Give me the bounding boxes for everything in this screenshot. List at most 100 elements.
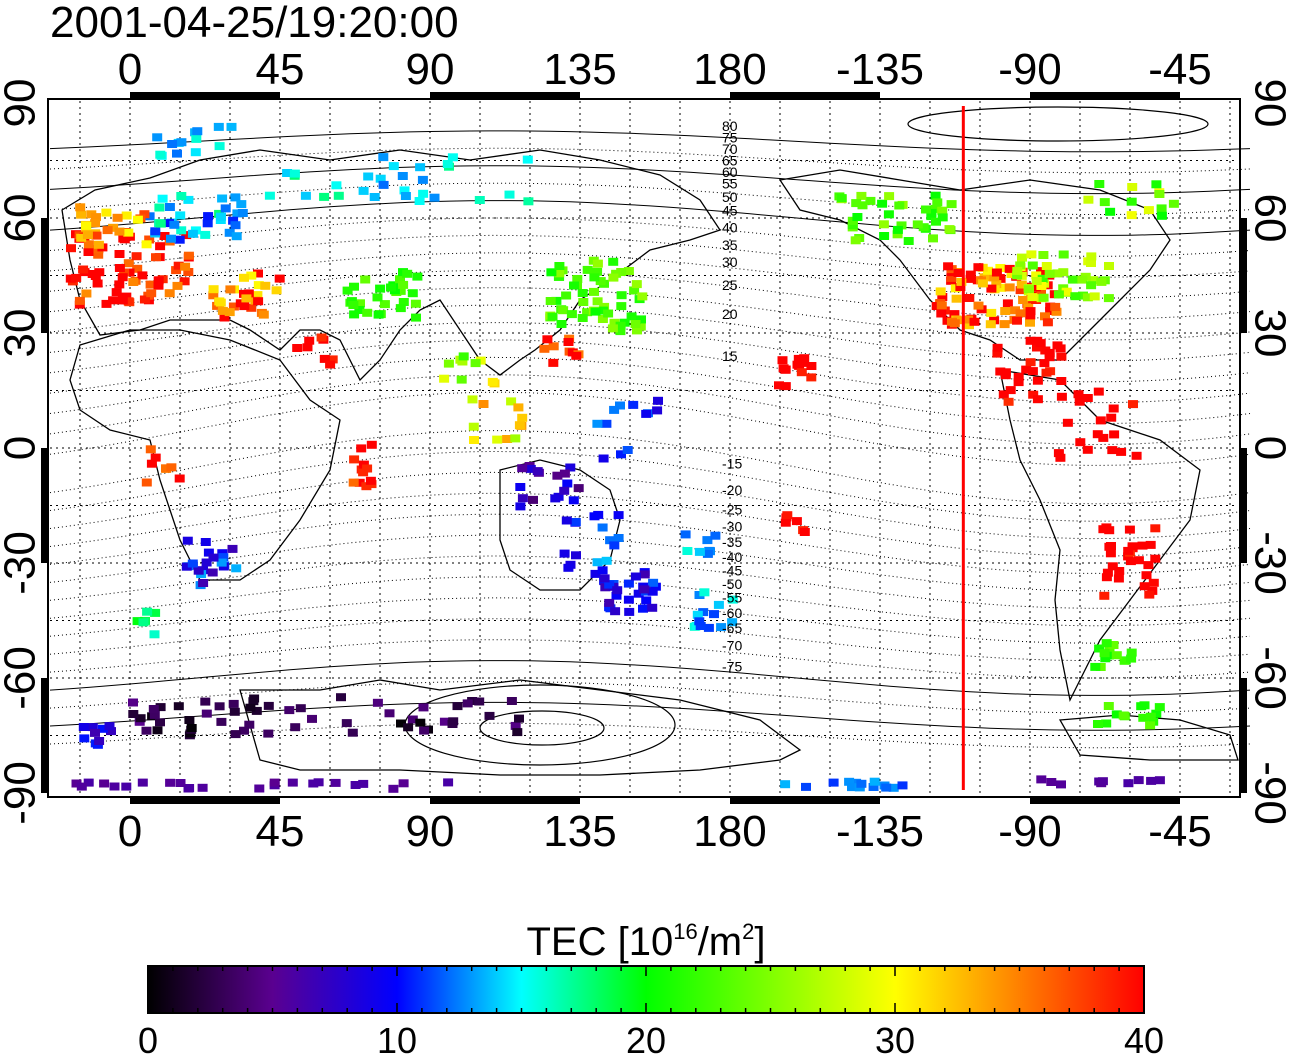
tec-cell [141, 478, 152, 487]
tec-cell [469, 436, 479, 444]
tec-cell [284, 706, 295, 715]
tec-cell [388, 162, 399, 171]
tec-cell [373, 310, 384, 319]
tec-cell [341, 719, 352, 728]
tec-cell [226, 122, 237, 131]
tec-cell [918, 223, 929, 232]
tec-cell [1070, 292, 1081, 301]
tec-cell [71, 779, 82, 788]
top-lon-tick-label: 0 [118, 45, 142, 94]
tec-cell [1056, 352, 1067, 361]
tec-cell [418, 703, 429, 712]
tec-cell [292, 344, 303, 352]
left-lat-tick-label: 90 [0, 79, 45, 128]
tec-cell [1015, 309, 1026, 318]
tec-cell [1094, 644, 1105, 653]
tec-cell [230, 730, 241, 739]
left-latitude-ticks: 90 60 30 0 -30 -60 -90 [0, 79, 45, 825]
contour-label: -35 [722, 534, 742, 550]
tec-cell [609, 318, 620, 327]
tec-cell [1041, 368, 1052, 377]
tec-cell [181, 562, 192, 571]
tec-cell [349, 282, 359, 291]
tec-cell [548, 342, 559, 351]
tec-cell [171, 266, 182, 275]
tec-cell [207, 568, 218, 577]
geomag-contour [49, 639, 1251, 679]
tec-cell [522, 155, 533, 164]
tec-cell [964, 294, 975, 302]
tec-cell [1073, 390, 1084, 399]
tec-cell [1025, 318, 1035, 327]
contour-label: 20 [722, 306, 738, 322]
tec-cell [128, 278, 139, 286]
tec-cell [1103, 294, 1114, 303]
tec-cell [201, 709, 212, 718]
tec-cell [1056, 392, 1067, 401]
colorbar-tick-label: 40 [1124, 1020, 1164, 1057]
tec-cell [183, 251, 194, 260]
tec-cell [181, 231, 192, 240]
right-lat-tick-label: 90 [1246, 79, 1292, 128]
contour-label: -45 [722, 563, 742, 579]
tec-cell [1053, 449, 1064, 458]
contour-label: 30 [722, 254, 738, 270]
tec-cell [372, 293, 383, 302]
tec-cell [605, 536, 616, 545]
tec-cell [253, 269, 263, 278]
tec-cell [228, 216, 239, 225]
tec-cell [1154, 703, 1165, 712]
tec-cell [1000, 307, 1011, 315]
tec-cell [132, 617, 143, 626]
tec-cell [1108, 404, 1119, 413]
tec-cell [187, 229, 198, 238]
tec-cell [319, 192, 330, 201]
tec-cell [514, 421, 525, 430]
tec-cell [604, 580, 615, 589]
tec-cell [192, 127, 203, 136]
tec-cell [878, 220, 889, 229]
tec-cell [931, 217, 941, 226]
tec-cell [512, 728, 523, 737]
tec-cell [572, 275, 583, 283]
tec-cell [155, 703, 166, 712]
tec-cell [1050, 302, 1061, 311]
tec-cell [937, 213, 948, 222]
tec-cell [510, 721, 521, 730]
tec-cell [595, 277, 606, 286]
tec-cell [926, 208, 937, 217]
tec-cell [124, 268, 135, 277]
tec-cell [300, 191, 311, 200]
map-title: 2001-04-25/19:20:00 [50, 0, 459, 47]
tec-cell [1077, 275, 1088, 284]
tec-cell [1100, 654, 1111, 663]
tec-cell [366, 440, 377, 449]
tec-cell [1086, 259, 1096, 267]
tec-cell [102, 226, 113, 235]
tec-cell [342, 286, 353, 295]
tec-cell [358, 186, 369, 195]
tec-cell [175, 779, 186, 787]
tec-cell [132, 215, 143, 224]
tec-cell [350, 781, 361, 789]
tec-cell [1025, 307, 1036, 316]
tec-cell [930, 191, 941, 200]
tec-cell [470, 359, 481, 368]
tec-cell [856, 779, 867, 788]
tec-cell [1168, 199, 1179, 208]
tec-cell [410, 299, 421, 308]
tec-cell [1151, 709, 1162, 718]
tec-cell [973, 263, 984, 272]
tec-cell [153, 281, 164, 290]
tec-cell [347, 728, 358, 737]
tec-cell [780, 780, 791, 789]
tec-cell [1027, 261, 1038, 270]
tec-cell [1099, 198, 1110, 207]
tec-cell [1092, 430, 1103, 439]
tec-cell [258, 310, 269, 319]
tec-cell [622, 446, 633, 454]
tec-cell [949, 310, 960, 319]
contour-label: -75 [722, 658, 742, 674]
tec-cell [577, 289, 588, 297]
